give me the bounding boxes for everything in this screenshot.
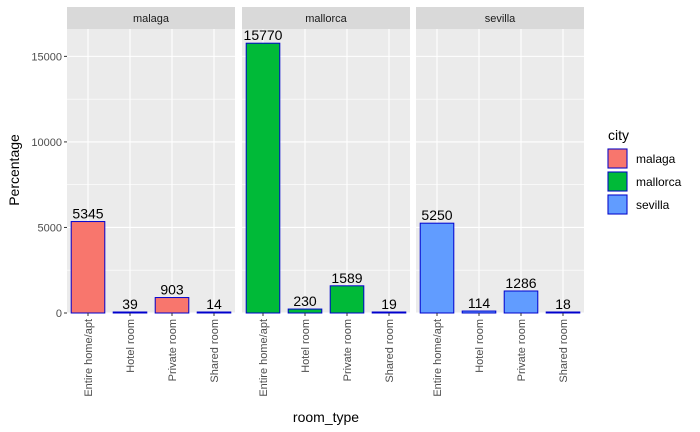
bar-mallorca-entire-home-apt: [245, 42, 281, 314]
y-tick-label: 10000: [31, 137, 62, 149]
x-tick-label: Hotel room: [300, 319, 312, 373]
bar-value-label: 903: [160, 282, 184, 298]
panel-sevilla: sevilla 5250 Entire home/apt 114 Hotel room 1…: [416, 7, 584, 397]
bar-value-label: 39: [122, 296, 138, 312]
x-tick-label: Hotel room: [125, 319, 137, 373]
legend-swatch: [607, 171, 628, 192]
x-tick-label: Private room: [342, 319, 354, 381]
bar-value-label: 5250: [421, 207, 452, 223]
legend-item-malaga: malaga: [607, 148, 676, 169]
facet-strip: [242, 7, 410, 29]
legend-title: city: [608, 127, 629, 143]
panel-mallorca: mallorca 15770 Entire home/apt 230 Hotel roo…: [242, 7, 410, 397]
x-tick-label: Shared room: [209, 319, 221, 383]
bar-value-label: 18: [555, 296, 571, 312]
bar-value-label: 15770: [244, 27, 283, 43]
x-tick-label: Entire home/apt: [83, 319, 95, 397]
legend-item-mallorca: mallorca: [607, 171, 682, 192]
x-tick-label: Shared room: [384, 319, 396, 383]
legend: city malaga mallorca sevilla: [607, 127, 682, 215]
bar-malaga-entire-home-apt: [70, 221, 106, 314]
bar-value-label: 5345: [72, 206, 103, 222]
legend-swatch: [607, 148, 628, 169]
legend-swatch: [607, 194, 628, 215]
y-tick-label: 5000: [38, 222, 62, 234]
bar-mallorca-private-room: [329, 285, 365, 314]
facet-strip-label: mallorca: [305, 13, 347, 25]
bar-value-label: 1286: [505, 275, 536, 291]
facet-strip: [67, 7, 235, 29]
y-axis-title: Percentage: [6, 134, 22, 206]
x-tick-label: Shared room: [558, 319, 570, 383]
x-tick-label: Hotel room: [474, 319, 486, 373]
legend-label: malaga: [636, 152, 676, 166]
facet-strip-label: sevilla: [485, 13, 516, 25]
bar-sevilla-private-room: [503, 290, 539, 314]
x-axis-title: room_type: [293, 409, 359, 425]
bar-sevilla-hotel-room: [461, 310, 497, 314]
bar-mallorca-shared-room: [371, 311, 407, 314]
x-tick-label: Entire home/apt: [258, 319, 270, 397]
y-axis: 0 5000 10000 15000: [31, 51, 67, 320]
legend-item-sevilla: sevilla: [607, 194, 670, 215]
y-tick-label: 15000: [31, 51, 62, 63]
bar-malaga-hotel-room: [112, 311, 148, 314]
panel-malaga: malaga 5345 Entire home/apt 39 Hotel room 903…: [67, 7, 235, 397]
bar-value-label: 19: [381, 296, 397, 312]
facet-strip: [416, 7, 584, 29]
bar-malaga-private-room: [154, 297, 190, 314]
x-tick-label: Private room: [516, 319, 528, 381]
bar-sevilla-entire-home-apt: [419, 222, 455, 314]
legend-label: mallorca: [636, 175, 682, 189]
panels: malaga 5345 Entire home/apt 39 Hotel room 903…: [67, 7, 584, 397]
facet-strip-label: malaga: [133, 13, 170, 25]
bar-malaga-shared-room: [196, 311, 232, 314]
bar-value-label: 14: [206, 296, 222, 312]
y-tick-label: 0: [56, 308, 62, 320]
legend-label: sevilla: [636, 198, 670, 212]
bar-mallorca-hotel-room: [287, 308, 323, 314]
bar-value-label: 230: [293, 293, 317, 309]
x-tick-label: Private room: [167, 319, 179, 381]
bar-value-label: 114: [468, 295, 491, 311]
x-tick-label: Entire home/apt: [432, 319, 444, 397]
bar-value-label: 1589: [331, 270, 362, 286]
bar-sevilla-shared-room: [545, 311, 581, 314]
